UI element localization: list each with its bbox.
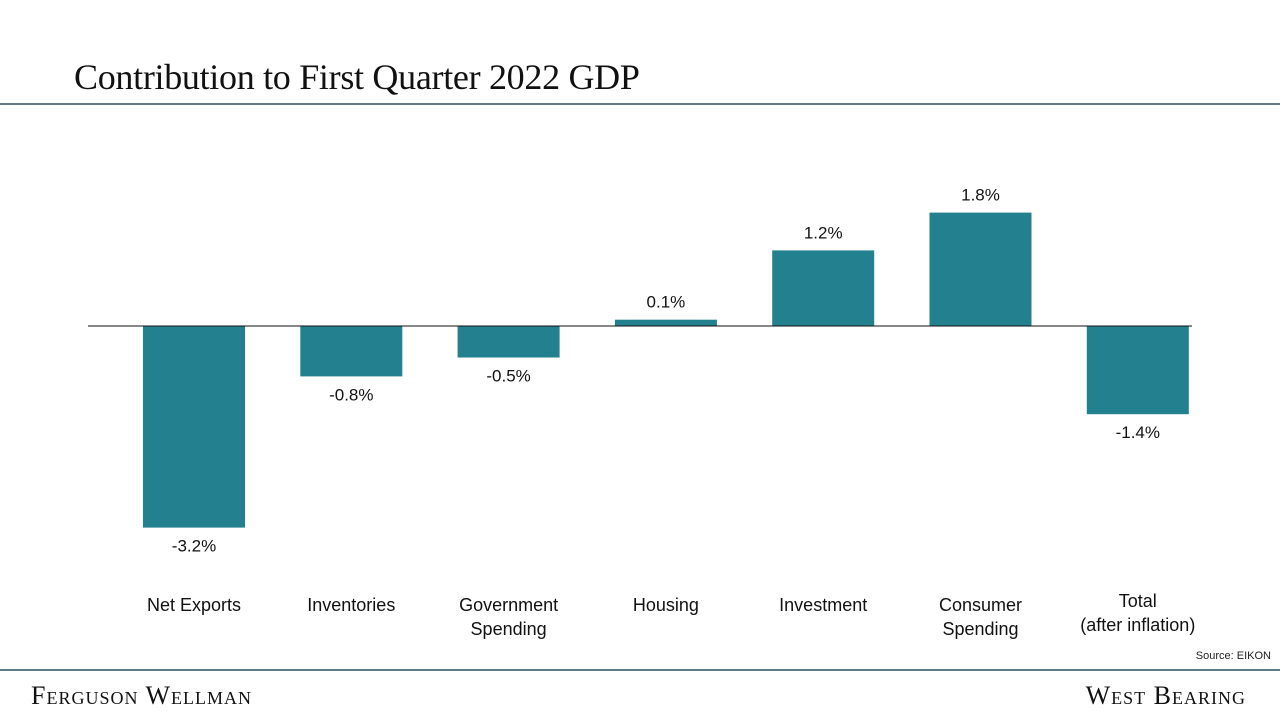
bars-group [143,212,1189,528]
ferguson-wellman-logo: Ferguson Wellman [31,681,253,710]
category-label-2: Government Spending [459,595,558,639]
bar-3 [614,319,717,326]
bar-6 [1086,326,1189,415]
bar-2 [457,326,560,358]
value-labels-group: -3.2% -0.8% -0.5% 0.1% 1.2% 1.8% -1.4% [172,186,1160,556]
category-labels-group: Net Exports Inventories Government Spending… [147,591,1195,639]
value-label-1: -0.8% [329,385,373,404]
category-label-4: Investment [779,595,867,615]
category-label-5: Consumer Spending [939,595,1022,639]
value-label-3: 0.1% [647,293,686,312]
bar-5 [929,212,1032,326]
bar-0 [143,326,245,528]
category-label-3: Housing [633,595,699,615]
value-label-2: -0.5% [486,367,530,386]
chart-title: Contribution to First Quarter 2022 GDP [74,57,640,97]
gdp-contribution-chart: -3.2% -0.8% -0.5% 0.1% 1.2% 1.8% -1.4% Net Exp… [88,186,1195,639]
value-label-4: 1.2% [804,223,843,242]
value-label-0: -3.2% [172,537,216,556]
bar-1 [300,326,403,377]
category-label-6: Total (after inflation) [1080,591,1195,635]
footer-divider [0,669,1280,671]
category-label-1: Inventories [307,595,395,615]
title-divider [0,103,1280,105]
value-label-6: -1.4% [1116,423,1160,442]
value-label-5: 1.8% [961,186,1000,205]
source-note: Source: EIKON [1195,650,1271,662]
bar-4 [772,250,875,326]
category-label-0: Net Exports [147,595,241,615]
west-bearing-logo: West Bearing [1085,681,1246,710]
